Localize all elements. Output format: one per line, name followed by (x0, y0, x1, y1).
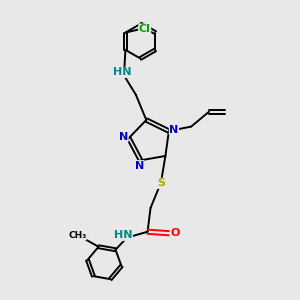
Text: HN: HN (113, 68, 132, 77)
Text: S: S (157, 178, 165, 188)
Text: CH₃: CH₃ (68, 231, 86, 240)
Text: Cl: Cl (139, 24, 151, 34)
Text: N: N (119, 132, 128, 142)
Text: N: N (134, 161, 144, 171)
Text: O: O (170, 228, 180, 238)
Text: HN: HN (114, 230, 132, 240)
Text: N: N (169, 124, 178, 135)
